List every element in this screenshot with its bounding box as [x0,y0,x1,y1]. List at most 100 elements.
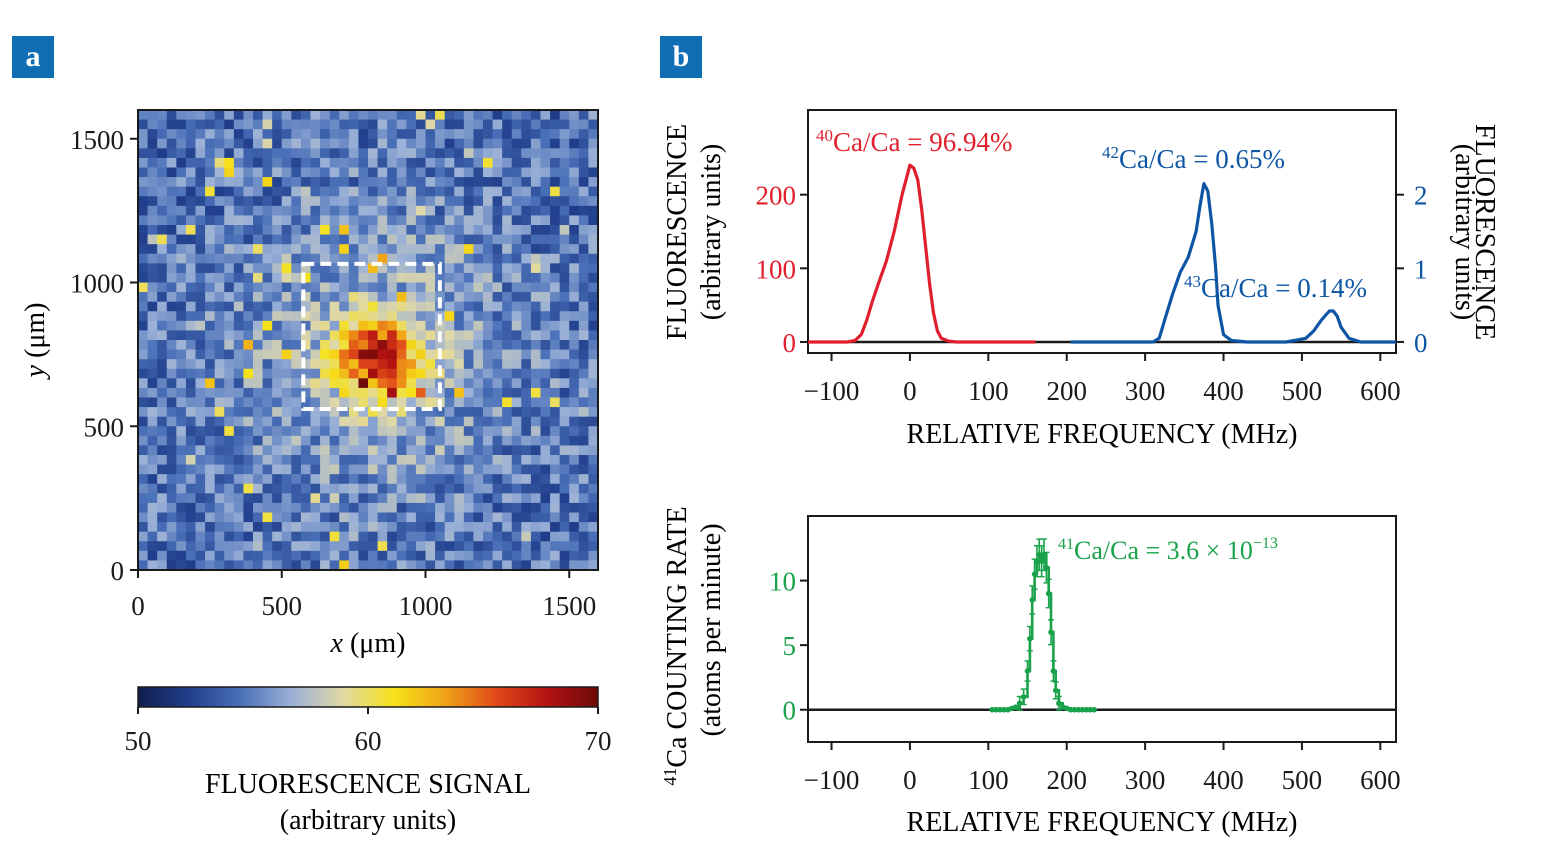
heatmap-cell [166,378,177,389]
colorbar-tick-label: 60 [355,726,382,756]
heatmap-cell [214,138,225,149]
heatmap-cell [377,493,388,504]
heatmap-cell [147,493,158,504]
heatmap-cell [320,301,331,312]
heatmap-cell [253,110,263,120]
heatmap-cell [454,129,465,140]
heatmap-cell [291,330,302,341]
heatmap-cell [540,493,551,504]
heatmap-cell [185,541,196,552]
heatmap-cell [377,320,388,331]
heatmap-cell [185,474,196,485]
heatmap-cell [205,138,216,149]
heatmap-cell [396,541,407,552]
heatmap-cell [176,349,187,360]
heatmap-cell [530,560,541,571]
heatmap-cell [473,129,484,140]
heatmap-cell [214,157,225,168]
heatmap-cell [473,474,484,485]
heatmap-cell [157,177,168,188]
heatmap-cell [348,311,359,322]
heatmap-cell [473,330,484,341]
heatmap-cell [185,282,196,293]
heatmap-cell [492,110,503,120]
heatmap-cell [444,129,455,140]
heatmap-cell [157,426,168,437]
heatmap-cell [425,129,436,140]
heatmap-cell [396,407,407,418]
heatmap-cell [559,407,570,418]
heatmap-cell [569,177,580,188]
heatmap-cell [138,407,148,418]
heatmap-cell [540,502,551,513]
heatmap-cell [463,138,474,149]
heatmap-cell [511,522,522,533]
heatmap-cell [559,359,570,370]
heatmap-cell [377,560,388,571]
heatmap-cell [233,215,244,226]
heatmap-cell [588,426,599,437]
heatmap-cell [243,320,254,331]
heatmap-cell [157,340,168,350]
heatmap-cell [415,301,426,312]
heatmap-cell [185,234,196,245]
heatmap-cell [377,397,388,408]
heatmap-cell [406,138,417,149]
heatmap-cell [195,110,206,120]
heatmap-cell [425,368,436,379]
counting-point [1091,706,1097,713]
heatmap-cell [157,129,168,140]
heatmap-cell [243,426,254,437]
heatmap-cells [138,110,599,571]
heatmap-cell [425,311,436,322]
heatmap-cell [435,474,446,485]
heatmap-cell [358,129,369,140]
counting-xtick-label: 500 [1282,765,1323,795]
heatmap-cell [569,110,580,120]
heatmap-cell [473,483,484,494]
heatmap-cell [195,234,206,245]
heatmap-cell [358,138,369,149]
heatmap-cell [435,110,446,120]
heatmap-cell [406,340,417,350]
heatmap-cell [300,186,311,197]
heatmap-cell [540,110,551,120]
heatmap-cell [444,225,455,235]
heatmap-cell [205,387,216,398]
heatmap-cell [588,177,599,188]
heatmap-cell [444,157,455,168]
heatmap-cell [502,426,513,437]
heatmap-cell [205,531,216,542]
heatmap-cell [425,474,436,485]
heatmap-cell [214,244,225,255]
heatmap-cell [406,205,417,216]
heatmap-cell [166,512,177,523]
counting-point [1067,706,1074,713]
heatmap-cell [205,282,216,293]
heatmap-cell [195,340,206,350]
heatmap-cell [425,522,436,533]
heatmap-cell [530,378,541,389]
heatmap-cell [463,215,474,226]
heatmap-cell [176,407,187,418]
heatmap-cell [300,474,311,485]
heatmap-cell [396,196,407,207]
heatmap-cell [530,244,541,255]
heatmap-cell [387,301,398,312]
heatmap-cell [262,215,273,226]
heatmap-cell [272,349,283,360]
heatmap-cell [530,464,541,475]
heatmap-cell [300,148,311,159]
heatmap-cell [358,263,369,274]
heatmap-cell [569,119,580,130]
heatmap-cell [559,177,570,188]
heatmap-xtick-label: 500 [262,591,303,621]
heatmap-cell [329,292,340,303]
heatmap-cell [262,378,273,389]
heatmap-cell [291,455,302,465]
heatmap-cell [492,330,503,341]
heatmap-cell [377,349,388,360]
heatmap-cell [425,148,436,159]
heatmap-cell [358,253,369,264]
heatmap-cell [329,320,340,331]
